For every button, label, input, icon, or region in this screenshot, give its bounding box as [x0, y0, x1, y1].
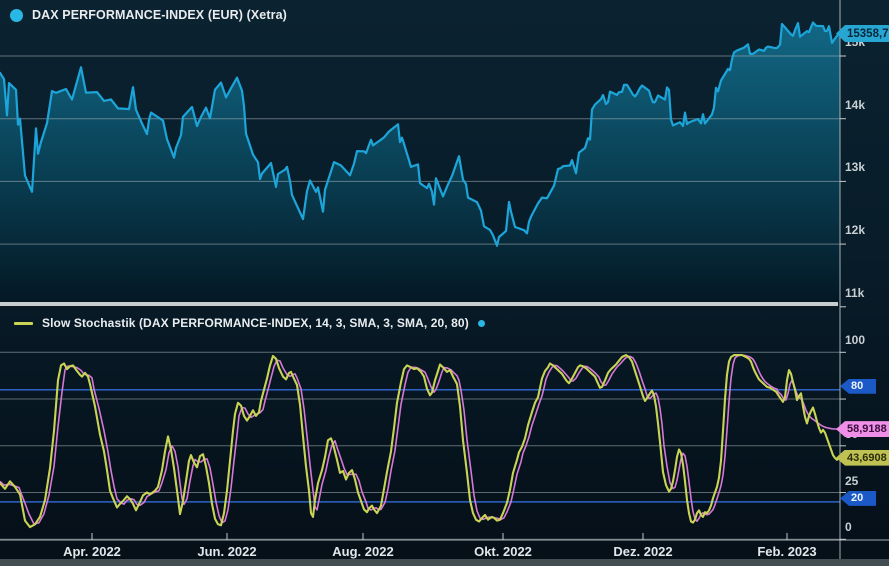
price-axis-label-13k: 13k — [845, 160, 866, 175]
stoch-value-badge: 43,6908 — [836, 449, 889, 466]
price-area-fill — [0, 22, 840, 302]
x-axis-label: Okt. 2022 — [474, 544, 532, 559]
panel-divider[interactable] — [0, 302, 838, 306]
price-line — [0, 21, 842, 247]
threshold-badge-20: 20 — [840, 490, 876, 506]
price-axis-label-14k: 14k — [845, 97, 866, 112]
x-axis-label: Feb. 2023 — [757, 544, 817, 559]
x-axis-label: Aug. 2022 — [332, 544, 394, 559]
stochastic-gridlines — [0, 351, 840, 540]
stochastic-k-line — [0, 354, 842, 529]
indicator-swatch-icon — [14, 321, 33, 325]
price-axis-label-11k: 11k — [845, 285, 865, 300]
price-series-legend[interactable]: DAX PERFORMANCE-INDEX (EUR) (Xetra) — [10, 8, 287, 22]
stoch-axis-label-0: 0 — [845, 520, 852, 535]
stoch-axis-label-25: 25 — [845, 473, 859, 488]
threshold-badge-80: 80 — [840, 378, 876, 394]
timeline-scrollbar[interactable] — [0, 559, 889, 566]
x-axis-label: Dez. 2022 — [613, 544, 673, 559]
indicator-title: Slow Stochastik (DAX PERFORMANCE-INDEX, … — [42, 316, 469, 330]
price-axis-label-12k: 12k — [845, 223, 866, 238]
x-axis-label: Jun. 2022 — [197, 544, 257, 559]
stoch-value-badge: 58,9188 — [836, 421, 889, 438]
last-price-value: 15358,7 — [847, 27, 889, 40]
indicator-legend[interactable]: Slow Stochastik (DAX PERFORMANCE-INDEX, … — [14, 316, 485, 330]
x-axis-label: Apr. 2022 — [63, 544, 121, 559]
stochastic-d-line — [0, 354, 841, 525]
indicator-dot-icon — [477, 319, 485, 327]
series-dot-icon — [10, 8, 23, 22]
price-series-title: DAX PERFORMANCE-INDEX (EUR) (Xetra) — [32, 8, 287, 22]
stoch-axis-label-100: 100 — [845, 333, 866, 348]
last-price-badge: 15358,7 — [836, 25, 889, 42]
